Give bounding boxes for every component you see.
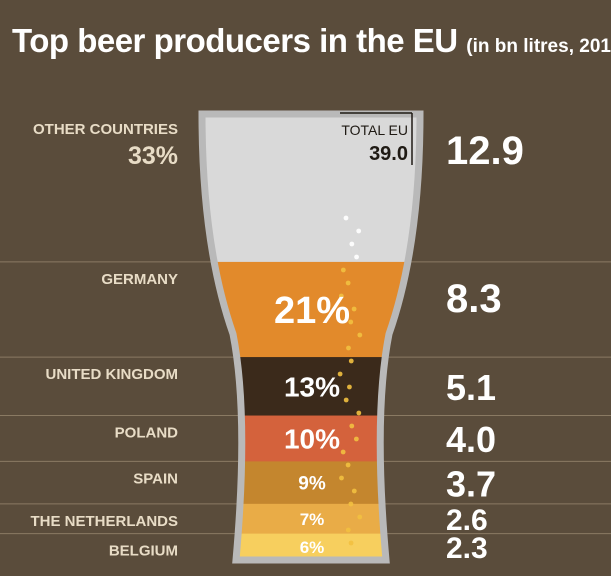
category-label: BELGIUM [109,543,178,560]
category-label: UNITED KINGDOM [46,366,179,383]
bubble [345,527,351,533]
bubble [346,345,351,351]
bubble [337,371,343,377]
total-box: TOTAL EU 39.0 [340,112,413,165]
category-label: OTHER COUNTRIES [33,121,178,138]
bubble [345,280,351,286]
share-label: 10% [284,424,340,455]
bubble [354,254,359,260]
share-label: 21% [274,290,350,332]
bubble [348,501,354,507]
bar-segment [202,114,420,263]
bubble-column [337,215,363,546]
bubble [349,241,355,247]
bubble [340,267,346,273]
share-label: 9% [298,473,326,494]
share-label: 33% [128,142,178,170]
bubble [351,306,357,312]
bubble [357,514,363,520]
value-label: 2.6 [446,504,488,537]
category-label: GERMANY [101,271,178,288]
bubble [349,423,355,429]
value-label: 4.0 [446,419,496,460]
bar-segment [202,261,420,358]
category-label: POLAND [115,425,179,442]
bubble [348,540,354,546]
value-label: 5.1 [446,367,496,408]
subtitle-text: (in bn litres, 2016) [466,36,611,57]
bubble [348,319,354,325]
value-label: 8.3 [446,277,502,321]
share-label: 13% [284,371,340,402]
total-value: 39.0 [369,143,408,165]
bubble [347,384,352,390]
value-label: 3.7 [446,463,496,504]
value-label: 2.3 [446,532,488,565]
bubble [356,228,362,234]
value-label: 12.9 [446,129,524,173]
bubble [340,449,346,455]
bubble [338,293,344,299]
chart-title: Top beer producers in the EU (in bn litr… [12,22,611,60]
bubble [351,488,357,494]
category-label: SPAIN [133,470,178,487]
bubble [353,436,359,442]
bubble [339,475,344,481]
title-text: Top beer producers in the EU [12,22,458,59]
share-label: 6% [300,538,325,557]
bubble [343,397,349,403]
glass-outline [198,110,424,564]
total-label: TOTAL EU [341,122,408,138]
bubble [343,215,349,221]
share-label: 7% [300,510,325,529]
category-label: THE NETHERLANDS [30,513,178,530]
bubble [356,410,362,416]
bubble [357,332,363,338]
bubble [348,358,354,364]
bubble [345,462,351,468]
